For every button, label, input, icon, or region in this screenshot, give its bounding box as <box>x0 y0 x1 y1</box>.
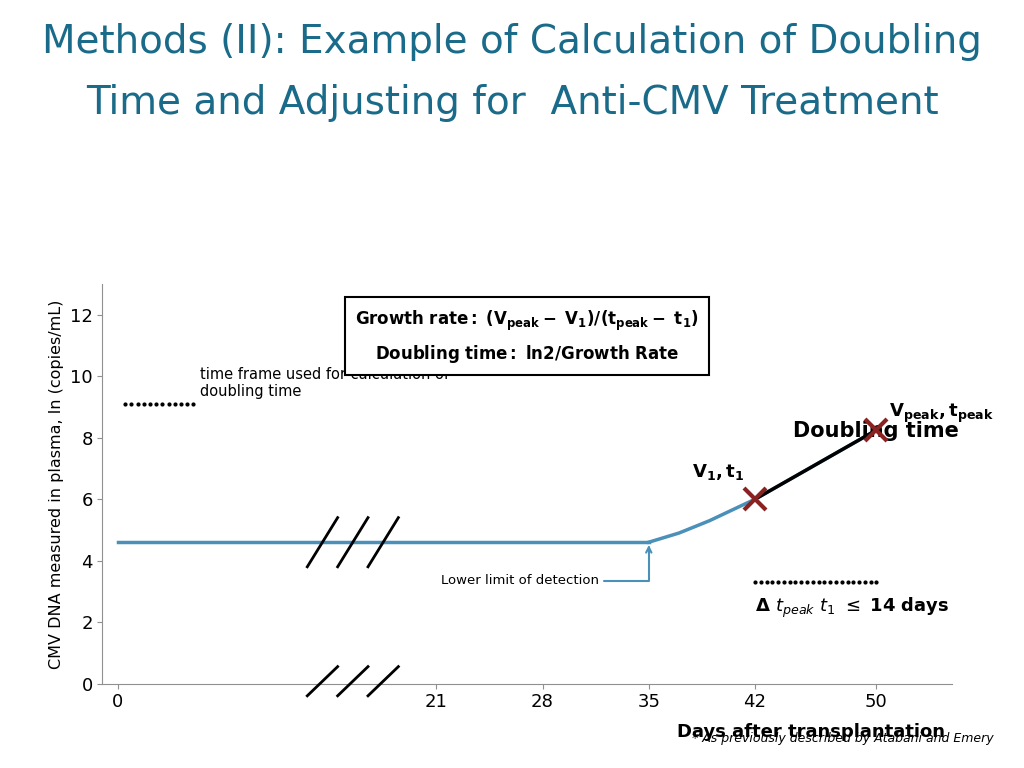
Text: Doubling time: Doubling time <box>793 421 958 441</box>
Y-axis label: CMV DNA measured in plasma, ln (copies/mL): CMV DNA measured in plasma, ln (copies/m… <box>49 300 65 668</box>
Text: Lower limit of detection: Lower limit of detection <box>440 548 651 588</box>
Text: $\bf{\Delta}$ $t_{peak}$ $t_1$ $\leq$ $\bf{14\ days}$: $\bf{\Delta}$ $t_{peak}$ $t_1$ $\leq$ $\… <box>755 596 949 621</box>
Text: $\bf{V_{peak},t_{peak}}$: $\bf{V_{peak},t_{peak}}$ <box>889 402 993 425</box>
Text: time frame used for calculation of
doubling time: time frame used for calculation of doubl… <box>200 367 449 399</box>
Text: Time and Adjusting for  Anti-CMV Treatment: Time and Adjusting for Anti-CMV Treatmen… <box>86 84 938 122</box>
Text: Days after transplantation: Days after transplantation <box>677 723 945 741</box>
Text: Methods (II): Example of Calculation of Doubling: Methods (II): Example of Calculation of … <box>42 23 982 61</box>
Text: $\bf{V_1,t_1}$: $\bf{V_1,t_1}$ <box>692 462 744 482</box>
Text: * As previously described by Atabani and Emery: * As previously described by Atabani and… <box>691 732 993 745</box>
Text: $\bf{Growth\ rate:\ (V_{peak}-\ V_1)/(t_{peak}-\ t_1)}$
$\bf{Doubling\ time:\ ln: $\bf{Growth\ rate:\ (V_{peak}-\ V_1)/(t_… <box>355 309 699 365</box>
